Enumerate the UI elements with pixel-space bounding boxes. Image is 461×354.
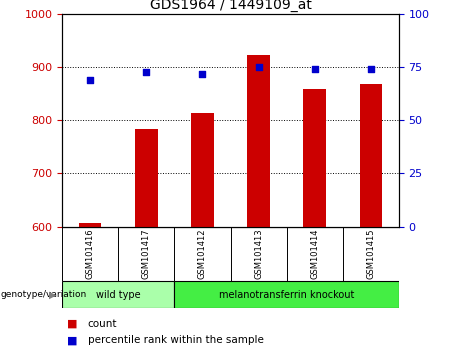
Bar (303, 88, 326, 227)
Point (255, 64, 262, 70)
Point (311, 67, 318, 72)
Bar (191, 114, 214, 227)
Bar (79, 223, 101, 227)
Text: percentile rank within the sample: percentile rank within the sample (88, 335, 264, 345)
Text: ■: ■ (67, 335, 77, 345)
Bar (62, 281, 174, 308)
Text: count: count (88, 319, 117, 329)
Text: GSM101412: GSM101412 (198, 229, 207, 279)
Text: GSM101413: GSM101413 (254, 229, 263, 279)
Text: GSM101416: GSM101416 (86, 229, 95, 279)
Bar (247, 55, 270, 227)
Text: GSM101417: GSM101417 (142, 229, 151, 279)
Point (199, 71, 206, 76)
Title: GDS1964 / 1449109_at: GDS1964 / 1449109_at (149, 0, 312, 12)
Bar (135, 129, 158, 227)
Bar (360, 84, 382, 227)
Text: GSM101415: GSM101415 (366, 229, 375, 279)
Text: wild type: wild type (96, 290, 141, 300)
Point (142, 69, 150, 74)
Text: melanotransferrin knockout: melanotransferrin knockout (219, 290, 354, 300)
Text: GSM101414: GSM101414 (310, 229, 319, 279)
Point (87, 77, 94, 83)
Text: ■: ■ (67, 319, 77, 329)
Text: ▶: ▶ (49, 290, 57, 300)
Bar (174, 281, 399, 308)
Point (367, 67, 374, 72)
Text: genotype/variation: genotype/variation (0, 290, 87, 299)
